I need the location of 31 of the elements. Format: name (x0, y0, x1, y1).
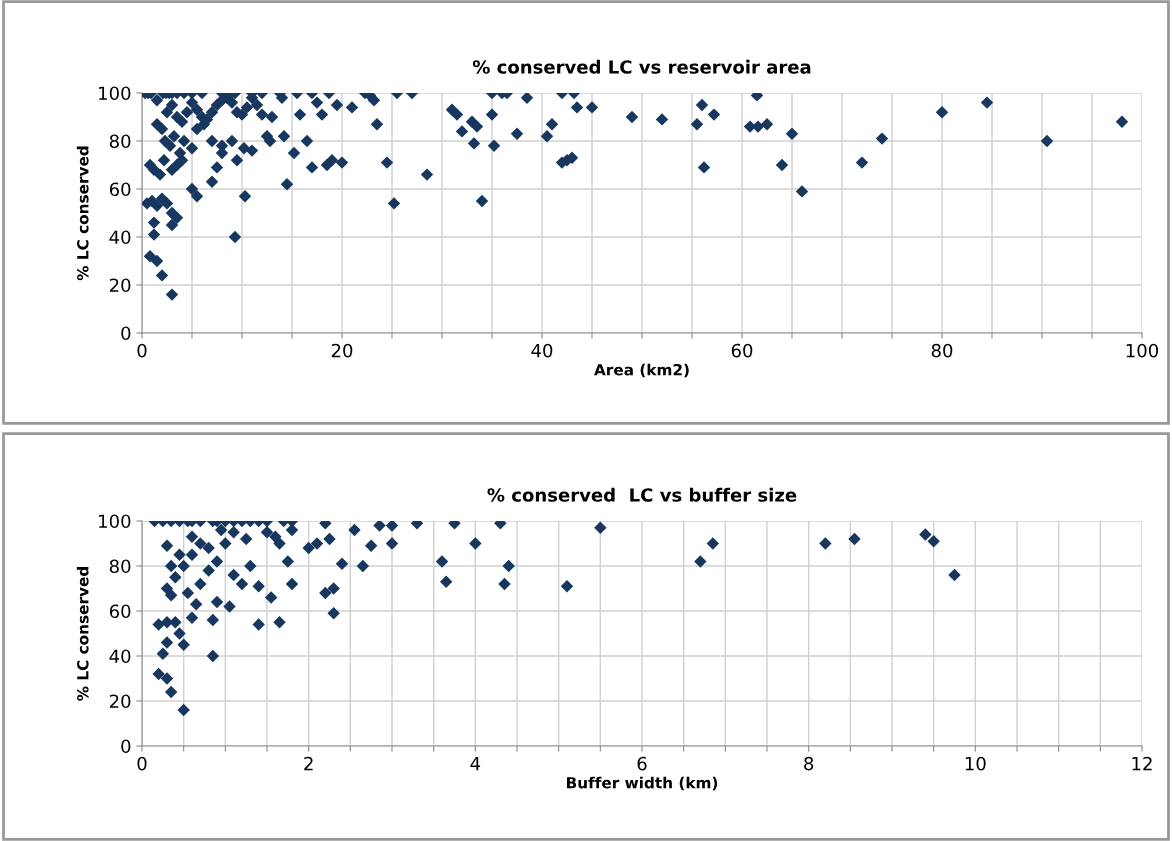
y-tick-label: 100 (99, 514, 131, 529)
y-tick-label: 20 (109, 694, 131, 709)
x-tick-label: 60 (731, 343, 753, 358)
x-tick-label: 40 (531, 343, 553, 358)
x-tick-label: 20 (331, 343, 353, 358)
x-tick-label: 6 (637, 756, 647, 771)
x-tick-label: 12 (1132, 756, 1152, 771)
x-tick-label: 10 (965, 756, 986, 771)
y-tick-label: 60 (109, 182, 131, 197)
y-axis-title: % LC conserved (76, 567, 89, 701)
y-tick-label: 80 (109, 134, 131, 149)
x-tick-label: 4 (470, 756, 481, 771)
x-axis-title: Buffer width (km) (566, 776, 718, 791)
chart-title: % conserved LC vs reservoir area (472, 59, 811, 74)
y-tick-label: 60 (109, 604, 131, 619)
y-tick-label: 0 (121, 739, 131, 754)
x-tick-label: 0 (137, 343, 147, 358)
y-axis-title: % LC conserved (76, 146, 89, 281)
x-tick-label: 80 (931, 343, 953, 358)
y-tick-label: 40 (109, 230, 131, 245)
x-tick-label: 100 (1126, 343, 1159, 358)
y-tick-label: 80 (109, 559, 131, 574)
y-tick-label: 0 (121, 326, 131, 341)
x-tick-label: 0 (137, 756, 147, 771)
y-tick-label: 40 (109, 649, 131, 664)
x-tick-label: 2 (304, 756, 313, 771)
y-tick-label: 20 (109, 278, 131, 293)
y-tick-label: 100 (99, 86, 131, 101)
chart-title: % conserved LC vs buffer size (487, 487, 797, 502)
x-axis-title: Area (km2) (594, 363, 689, 378)
x-tick-label: 8 (804, 756, 814, 771)
